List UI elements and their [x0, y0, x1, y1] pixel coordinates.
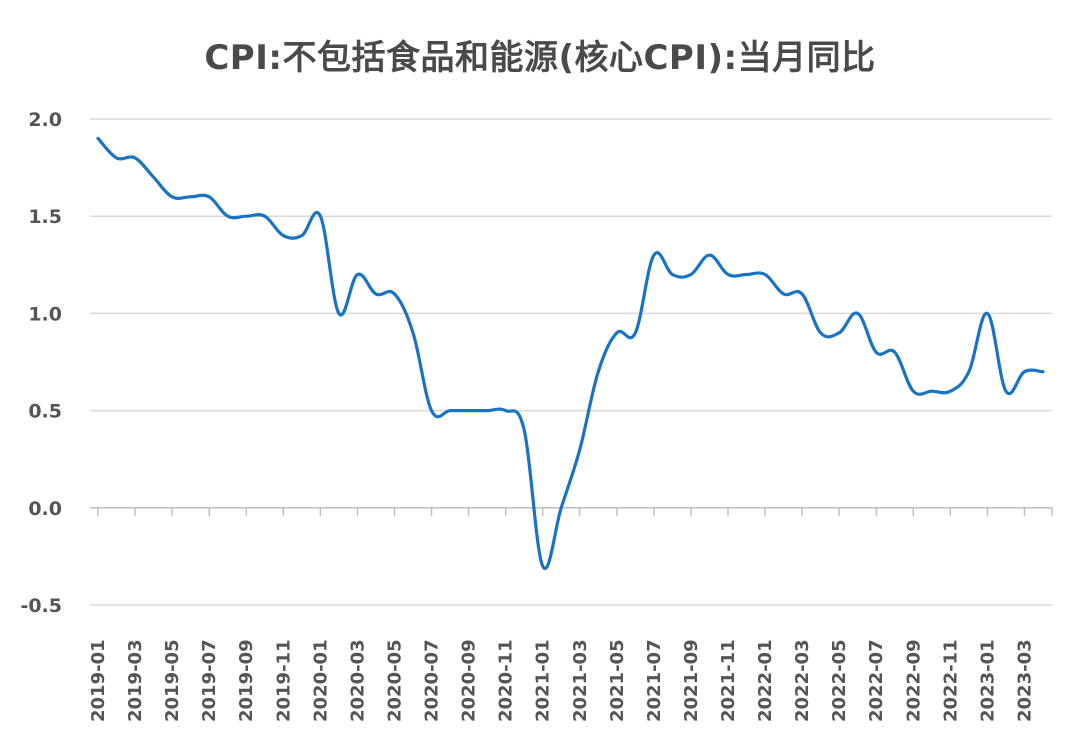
- x-tick-label: 2022-11: [940, 639, 961, 722]
- y-tick-label: -0.5: [20, 595, 62, 617]
- series-line: [96, 136, 1045, 571]
- x-tick-label: 2021-07: [644, 639, 665, 722]
- x-tick-label: 2021-11: [718, 639, 739, 722]
- series-layer: [96, 136, 1045, 571]
- x-tick-label: 2020-05: [384, 639, 405, 722]
- x-tick-label: 2021-05: [607, 639, 628, 722]
- x-tick-label: 2019-05: [162, 639, 183, 722]
- x-tick-label: 2019-09: [236, 639, 257, 722]
- x-tick-label: 2020-03: [347, 639, 368, 722]
- x-tick-label: 2023-03: [1014, 639, 1035, 722]
- y-tick-label: 1.5: [28, 206, 62, 228]
- x-axis: 2019-01 2019-03 2019-05 2019-07 2019-09 2019-…: [88, 507, 1053, 722]
- x-tick-label: 2020-09: [459, 639, 480, 722]
- x-tick-label: 2022-09: [903, 639, 924, 722]
- y-tick-label: 1.0: [28, 303, 62, 325]
- y-tick-label: 0.0: [28, 498, 62, 520]
- x-tick-label: 2019-01: [88, 639, 109, 722]
- grid-lines: [90, 118, 1052, 606]
- y-tick-label: 2.0: [28, 109, 62, 131]
- x-tick-label: 2020-07: [422, 639, 443, 722]
- x-tick-label: 2020-01: [310, 639, 331, 722]
- x-tick-label: 2019-07: [199, 639, 220, 722]
- x-tick-label: 2020-11: [496, 639, 517, 722]
- x-tick-label: 2019-03: [125, 639, 146, 722]
- x-tick-label: 2021-01: [533, 639, 554, 722]
- x-tick-label: 2022-03: [792, 639, 813, 722]
- x-tick-label: 2021-09: [681, 639, 702, 722]
- x-tick-label: 2022-05: [829, 639, 850, 722]
- x-tick-label: 2019-11: [273, 639, 294, 722]
- x-tick-label: 2022-01: [755, 639, 776, 722]
- chart-title: CPI:不包括食品和能源(核心CPI):当月同比: [204, 38, 876, 78]
- x-tick-label: 2021-03: [570, 639, 591, 722]
- y-axis: 2.0 1.5 1.0 0.5 0.0 -0.5: [20, 109, 62, 617]
- x-tick-label: 2022-07: [866, 639, 887, 722]
- y-tick-label: 0.5: [28, 401, 62, 423]
- x-tick-label: 2023-01: [977, 639, 998, 722]
